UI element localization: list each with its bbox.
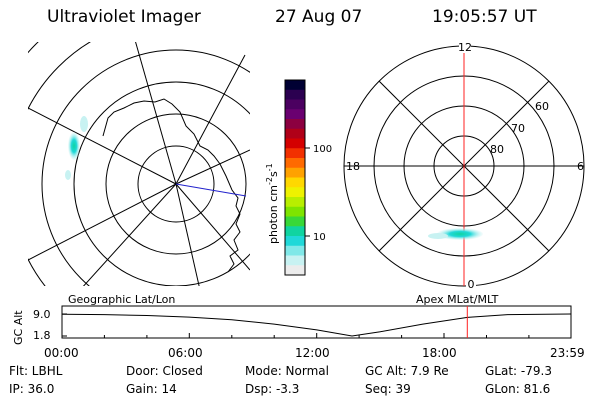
xtick-label-2359: 23:59 <box>550 346 585 360</box>
info-gc-alt: GC Alt: 7.9 Re <box>365 364 449 378</box>
xtick-label-0600: 06:00 <box>168 346 203 360</box>
info-glat: GLat: -79.3 <box>485 364 552 378</box>
colorbar-tick-label: 10 <box>313 232 326 243</box>
geo-meridian <box>82 183 177 286</box>
geo-map <box>28 42 250 286</box>
colorbar-cell <box>285 80 305 91</box>
colorbar-cell <box>285 187 305 198</box>
altitude-ytick-label: 1.8 <box>33 329 51 342</box>
colorbar-cell <box>285 148 305 159</box>
info-door: Door: Closed <box>126 364 203 378</box>
geo-meridian <box>28 107 177 185</box>
date-label: 27 Aug 07 <box>275 7 363 27</box>
time-label: 19:05:57 UT <box>432 7 537 27</box>
geo-lat-circle <box>73 81 250 286</box>
aurora-emission <box>68 132 80 160</box>
colorbar-cell <box>285 206 305 217</box>
colorbar-cell <box>285 109 305 120</box>
mlat-label-80: 80 <box>490 143 504 156</box>
geo-meridian <box>175 149 250 185</box>
geo-lat-circle <box>41 49 250 286</box>
mlat-label-60: 60 <box>535 100 549 113</box>
geo-meridian <box>175 183 200 286</box>
page-title: Ultraviolet Imager <box>47 7 201 27</box>
colorbar-cell <box>285 226 305 237</box>
mlt-label-12: 12 <box>458 41 472 54</box>
label-bg <box>459 40 471 53</box>
colorbar-cell <box>285 216 305 227</box>
polar-map <box>343 45 585 287</box>
colorbar-cell <box>285 158 305 169</box>
geo-meridian <box>175 183 250 271</box>
colorbar-cell <box>285 138 305 149</box>
aurora-emission <box>80 116 88 132</box>
colorbar-cell <box>285 128 305 139</box>
mlt-label-6: 6 <box>577 160 584 173</box>
geo-map-label: Geographic Lat/Lon <box>68 293 175 306</box>
colorbar-cell <box>285 236 305 247</box>
colorbar-unit-mid: s <box>267 171 280 177</box>
colorbar-cell <box>285 89 305 100</box>
geo-meridian <box>28 183 177 261</box>
colorbar-cell <box>285 167 305 178</box>
altitude-xticks <box>61 333 572 338</box>
aurora-emission <box>437 228 483 240</box>
colorbar-unit-exp: -2 <box>265 177 274 185</box>
info-seq: Seq: 39 <box>365 382 411 396</box>
polar-map-label: Apex MLat/MLT <box>416 293 499 306</box>
geo-lat-circle <box>137 145 215 223</box>
colorbar-unit-exp: -1 <box>265 163 274 171</box>
colorbar-cell <box>285 245 305 256</box>
altitude-series-line <box>61 313 572 337</box>
colorbar-cell <box>285 265 305 276</box>
mlat-label-70: 70 <box>511 122 525 135</box>
altitude-plot: Geographic Lat/Lon Apex MLat/MLT GC Alt … <box>12 293 572 345</box>
xtick-label-0000: 00:00 <box>44 346 79 360</box>
colorbar-unit-label: photon cm-2s-1 <box>265 163 280 244</box>
colorbar-unit-main: photon cm <box>267 185 280 244</box>
colorbar-cell <box>285 99 305 110</box>
info-glon: GLon: 81.6 <box>485 382 551 396</box>
info-mode: Mode: Normal <box>245 364 329 378</box>
label-bg <box>466 278 476 290</box>
colorbar-frame <box>284 79 306 276</box>
geo-lat-circle <box>28 42 39 54</box>
colorbar: 100 10 photon cm-2s-1 <box>265 79 332 276</box>
colorbar-cell <box>285 119 305 130</box>
colorbar-cell <box>285 197 305 208</box>
info-flt: Flt: LBHL <box>9 364 63 378</box>
mlt-label-18: 18 <box>346 160 360 173</box>
coastline <box>102 98 241 273</box>
altitude-ytick-label: 9.0 <box>33 308 51 321</box>
info-gain: Gain: 14 <box>126 382 177 396</box>
sun-direction-line <box>175 183 247 197</box>
colorbar-cells <box>285 80 305 276</box>
info-ip: IP: 36.0 <box>9 382 55 396</box>
info-dsp: Dsp: -3.3 <box>245 382 300 396</box>
aurora-emission <box>65 170 71 180</box>
xtick-label-1800: 18:00 <box>422 346 457 360</box>
colorbar-tick-label: 100 <box>313 144 332 155</box>
colorbar-cell <box>285 255 305 266</box>
xtick-label-1200: 12:00 <box>295 346 330 360</box>
aurora-emission <box>428 233 448 239</box>
geo-meridian <box>135 42 177 185</box>
colorbar-cell <box>285 177 305 188</box>
geo-lat-circle <box>105 113 247 255</box>
altitude-ylabel: GC Alt <box>12 310 25 345</box>
geo-meridian <box>175 54 246 185</box>
mlt-label-0: 0 <box>468 278 475 291</box>
